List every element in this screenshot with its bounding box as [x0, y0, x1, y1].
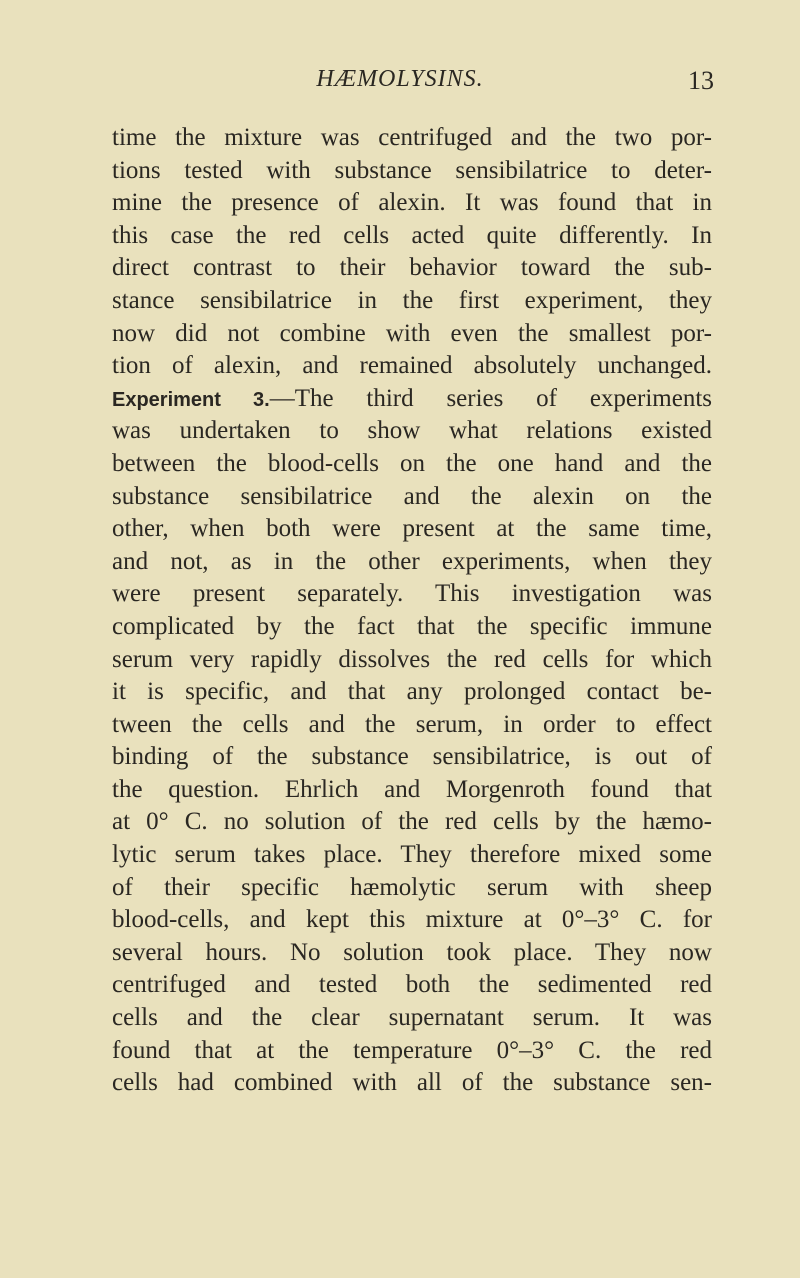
text-line: between the blood-cells on the one hand …: [112, 449, 712, 477]
text-line: serum very rapidly dissolves the red cel…: [112, 645, 712, 673]
text-line: it is specific, and that any prolonged c…: [112, 678, 712, 706]
text-line: was undertaken to show what relations ex…: [112, 417, 712, 445]
text-line: several hours. No solution took place. T…: [112, 938, 712, 966]
text-line: substance sensibilatrice and the alexin …: [112, 482, 712, 510]
text-line: found that at the temperature 0°–3° C. t…: [112, 1036, 712, 1064]
text-line: other, when both were present at the sam…: [112, 515, 712, 543]
text-line: lytic serum takes place. They therefore …: [112, 841, 712, 869]
text-line: direct contrast to their behavior toward…: [112, 254, 712, 282]
text-line: at 0° C. no solution of the red cells by…: [112, 808, 712, 836]
text-line: Experiment 3.—The third series of experi…: [112, 383, 712, 416]
text-line: this case the red cells acted quite diff…: [112, 221, 712, 249]
text-line: complicated by the fact that the specifi…: [112, 612, 712, 640]
text-line: tween the cells and the serum, in order …: [112, 710, 712, 738]
text-line: the question. Ehrlich and Morgenroth fou…: [112, 775, 712, 803]
text-line: of their specific hæmolytic serum with s…: [112, 873, 712, 901]
running-title: HÆMOLYSINS.: [316, 66, 484, 92]
running-header: HÆMOLYSINS. 13: [0, 66, 800, 100]
text-line: were present separately. This investigat…: [112, 580, 712, 608]
text-line: now did not combine with even the smalle…: [112, 319, 712, 347]
text-line: time the mixture was centrifuged and the…: [112, 124, 712, 151]
text-line: mine the presence of alexin. It was foun…: [112, 189, 712, 217]
text-line: and not, as in the other experiments, wh…: [112, 547, 712, 575]
text-line: binding of the substance sensibilatrice,…: [112, 743, 712, 771]
run-in-heading: Experiment 3.: [112, 388, 270, 411]
line-text: —The third series of experiments: [269, 384, 712, 412]
text-line: blood-cells, and kept this mixture at 0°…: [112, 906, 712, 934]
text-line: tions tested with substance sensibilatri…: [112, 156, 712, 184]
text-line: cells had combined with all of the subst…: [112, 1069, 712, 1097]
text-body: time the mixture was centrifuged and the…: [112, 122, 712, 1100]
text-line: stance sensibilatrice in the first exper…: [112, 286, 712, 314]
page-number: 13: [688, 66, 714, 95]
text-line: centrifuged and tested both the sediment…: [112, 971, 712, 999]
text-line: tion of alexin, and remained absolutely …: [112, 352, 712, 380]
text-line: cells and the clear supernatant serum. I…: [112, 1004, 712, 1032]
